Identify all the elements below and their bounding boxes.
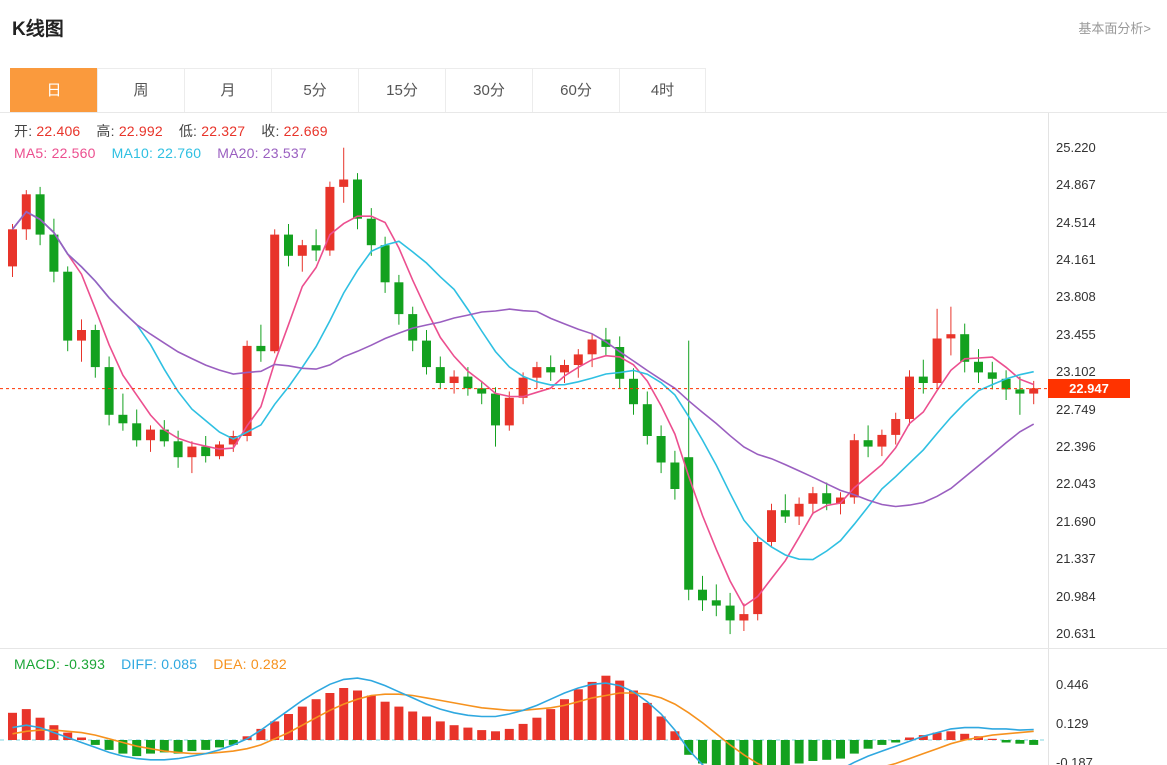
legend-item-DIFF: DIFF: 0.085	[121, 656, 198, 672]
legend-item-DEA: DEA: 0.282	[213, 656, 287, 672]
legend-item-MA20: MA20: 23.537	[217, 145, 307, 161]
macd-canvas[interactable]	[0, 649, 1167, 765]
period-tab-周[interactable]: 周	[97, 68, 184, 112]
fundamental-analysis-link[interactable]: 基本面分析>	[1078, 21, 1151, 36]
legend-item-MACD: MACD: -0.393	[14, 656, 106, 672]
period-tab-60分[interactable]: 60分	[532, 68, 619, 112]
price-axis-label: 22.749	[1056, 402, 1096, 417]
legend-item-MA5: MA5: 22.560	[14, 145, 96, 161]
price-axis-label: 24.161	[1056, 252, 1096, 267]
period-tabs: 日周月 5分 15分 30分 60分 4时	[0, 68, 1167, 113]
price-axis-label: 23.455	[1056, 327, 1096, 342]
price-axis-label: 23.102	[1056, 364, 1096, 379]
macd-panel: MACD: -0.393 DIFF: 0.085 DEA: 0.282 0.446 0…	[0, 648, 1167, 765]
period-tab-月[interactable]: 月	[184, 68, 271, 112]
last-price-badge: 22.947	[1048, 379, 1130, 398]
page-title: K线图	[12, 19, 64, 40]
macd-axis-label: -0.187	[1056, 755, 1093, 765]
price-axis-label: 24.514	[1056, 215, 1096, 230]
macd-axis-label: 0.129	[1056, 716, 1089, 731]
price-axis-label: 22.043	[1056, 476, 1096, 491]
period-tab-日[interactable]: 日	[10, 68, 97, 112]
macd-axis-border	[1048, 649, 1049, 765]
period-tab-4时[interactable]: 4时	[619, 68, 706, 112]
legend-item-开: 开: 22.406	[14, 123, 81, 139]
period-tab-5分[interactable]: 5分	[271, 68, 358, 112]
price-axis-label: 23.808	[1056, 289, 1096, 304]
candle-canvas[interactable]	[0, 113, 1167, 648]
candlestick-chart: 开: 22.406 高: 22.992 低: 22.327 收: 22.669 MA5…	[0, 113, 1167, 648]
legend-item-低: 低: 22.327	[178, 123, 246, 139]
price-axis-label: 20.631	[1056, 626, 1096, 641]
price-axis-label: 21.337	[1056, 551, 1096, 566]
period-tab-30分[interactable]: 30分	[445, 68, 532, 112]
macd-legend: MACD: -0.393 DIFF: 0.085 DEA: 0.282	[14, 656, 303, 672]
price-axis-label: 21.690	[1056, 514, 1096, 529]
price-axis-label: 24.867	[1056, 177, 1096, 192]
legend-item-MA10: MA10: 22.760	[111, 145, 202, 161]
price-axis-label: 20.984	[1056, 589, 1096, 604]
price-axis-label: 25.220	[1056, 140, 1096, 155]
legend-item-收: 收: 22.669	[261, 123, 328, 139]
ma-legend: MA5: 22.560 MA10: 22.760 MA20: 23.537	[14, 145, 323, 161]
legend-item-高: 高: 22.992	[96, 123, 163, 139]
price-axis-label: 22.396	[1056, 439, 1096, 454]
macd-axis-label: 0.446	[1056, 677, 1089, 692]
header: K线图 基本面分析>	[0, 0, 1167, 68]
ohlc-legend: 开: 22.406 高: 22.992 低: 22.327 收: 22.669	[14, 121, 344, 141]
period-tab-15分[interactable]: 15分	[358, 68, 445, 112]
